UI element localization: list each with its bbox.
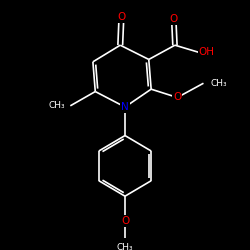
- Text: O: O: [121, 216, 129, 226]
- Text: O: O: [173, 92, 182, 102]
- Text: CH₃: CH₃: [117, 243, 133, 250]
- Text: O: O: [170, 14, 178, 24]
- Text: O: O: [117, 12, 126, 22]
- Text: OH: OH: [199, 47, 215, 57]
- Text: CH₃: CH₃: [49, 101, 66, 110]
- Text: N: N: [121, 102, 129, 112]
- Text: CH₃: CH₃: [210, 79, 227, 88]
